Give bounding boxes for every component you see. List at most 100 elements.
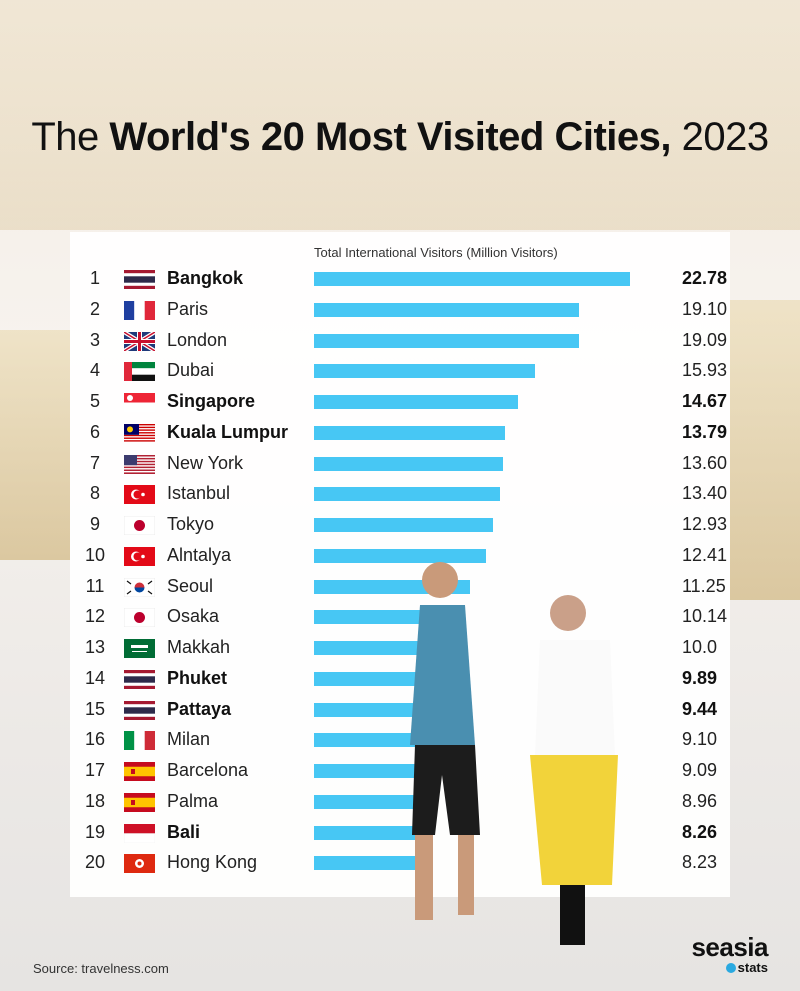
turkey-flag-icon [124,485,155,505]
city-label: Phuket [167,667,228,688]
rank-label: 4 [89,360,100,381]
saudi-arabia-flag-icon [124,639,155,658]
chart-row: 7 New York 13.60 [0,450,800,478]
city-label: Seoul [167,575,214,596]
bar [314,333,579,348]
chart-title: The World's 20 Most Visited Cities, 2023 [0,112,800,162]
value-label: 13.60 [682,452,728,473]
hong-kong-flag-icon [124,854,155,874]
value-label: 12.41 [682,544,728,565]
uae-flag-icon [124,362,155,382]
bar [314,548,487,563]
title-post: 2023 [671,115,769,159]
indonesia-flag-icon [124,823,155,843]
rank-label: 15 [84,698,106,719]
rank-label: 20 [84,852,106,873]
chart-row: 18 Palma 8.96 [0,788,800,816]
rank-label: 12 [84,606,106,627]
bar [314,794,439,809]
chart-row: 4 Dubai 15.93 [0,357,800,385]
bar [314,764,441,778]
city-label: Paris [167,298,209,319]
value-label: 10.0 [682,637,718,657]
rank-label: 10 [84,544,106,565]
value-label: 10.14 [682,606,728,627]
city-label: Pattaya [167,698,232,719]
city-label: Alntalya [167,544,232,565]
logo-dot-icon [725,963,736,973]
value-label: 9.44 [682,698,718,719]
uk-flag-icon [124,331,155,351]
rank-label: 13 [84,637,106,657]
italy-flag-icon [124,731,155,751]
temple-right [730,300,800,600]
bar [314,518,494,532]
bar [314,272,630,286]
value-label: 8.26 [682,821,718,842]
rank-label: 18 [84,790,106,811]
value-label: 8.96 [682,790,718,811]
city-label: Singapore [167,391,256,411]
travelers-photo [410,562,618,945]
city-label: Palma [167,790,219,811]
source-note: Source: travelness.com [33,961,169,976]
logo-line2: stats [737,960,768,975]
city-label: Hong Kong [167,852,258,873]
city-label: Bangkok [167,268,244,288]
rank-label: 16 [84,729,106,750]
city-label: Tokyo [167,514,215,534]
value-label: 22.78 [682,268,728,288]
chart-row: 20 Hong Kong 8.23 [0,849,800,877]
bar [314,487,500,502]
bar [314,702,445,717]
rank-label: 14 [84,667,106,688]
title-bold: World's 20 Most Visited Cities, [109,115,671,159]
city-label: London [167,329,228,350]
japan-flag-icon [124,516,155,535]
chart-row: 8 Istanbul 13.40 [0,480,800,508]
value-label: 9.09 [682,760,718,780]
rank-label: 6 [89,421,100,442]
value-label: 19.10 [682,298,728,319]
city-label: Kuala Lumpur [167,421,289,442]
bar [314,425,506,440]
bar [314,825,429,840]
rank-label: 11 [85,575,105,596]
value-label: 13.40 [682,483,728,504]
city-label: Makkah [167,637,231,657]
spain-flag-icon [124,762,155,781]
chart-row: 17 Barcelona 9.09 [0,757,800,785]
thailand-flag-icon [124,270,155,289]
title-pre: The [31,115,110,159]
rank-label: 9 [89,514,100,534]
city-label: Barcelona [167,760,249,780]
chart-row: 1 Bangkok 22.78 [0,265,800,293]
rank-label: 17 [84,760,106,780]
value-label: 11.25 [682,575,726,596]
city-label: Milan [167,729,211,750]
rank-label: 2 [89,298,100,319]
thailand-flag-icon [124,700,155,720]
value-label: 19.09 [682,329,728,350]
chart-row: 6 Kuala Lumpur 13.79 [0,419,800,447]
south-korea-flag-icon [124,577,155,597]
city-label: New York [167,452,244,473]
seasia-stats-logo: seasia stats [668,934,768,975]
rank-label: 8 [89,483,100,504]
temple-background [0,0,800,230]
city-label: Istanbul [167,483,231,504]
city-label: Dubai [167,360,215,381]
turkey-flag-icon [124,546,155,566]
thailand-flag-icon [124,669,155,689]
chart-row: 15 Pattaya 9.44 [0,696,800,724]
logo-line1: seasia [691,932,768,962]
value-label: 9.10 [682,729,718,750]
chart-row: 16 Milan 9.10 [0,726,800,754]
rank-label: 3 [89,329,100,350]
rank-label: 5 [89,391,100,411]
chart-row: 10 Alntalya 12.41 [0,542,800,570]
chart-row: 19 Bali 8.26 [0,819,800,847]
axis-label: Total International Visitors (Million Vi… [314,245,558,260]
bar [314,395,518,409]
